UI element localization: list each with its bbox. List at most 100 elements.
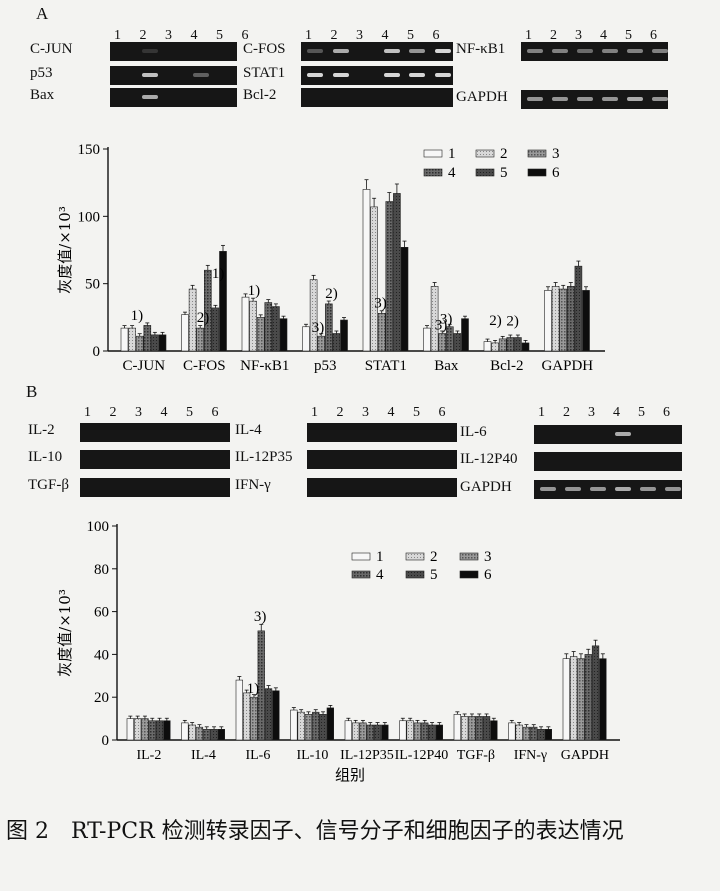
- gel-row-label: IL-10: [28, 449, 63, 465]
- y-tick-label: 0: [102, 733, 110, 749]
- gel-band: [577, 49, 593, 53]
- lane-number: 1: [525, 28, 532, 43]
- lane-number: 2: [139, 28, 147, 43]
- gel-strip: [534, 425, 682, 444]
- gel-row-label: STAT1: [243, 65, 286, 81]
- legend-label: 5: [500, 165, 508, 181]
- gel-row-label: IFN-γ: [235, 477, 271, 493]
- bar: [490, 720, 498, 741]
- bar: [515, 724, 523, 741]
- bar: [155, 720, 164, 741]
- gel-band: [141, 95, 158, 99]
- bar: [235, 679, 243, 741]
- bar: [264, 688, 273, 741]
- gel-band: [565, 487, 581, 491]
- bar: [498, 338, 507, 352]
- bar: [319, 714, 327, 741]
- lane-number: 3: [135, 405, 142, 420]
- bar: [381, 724, 389, 741]
- bar: [264, 302, 273, 352]
- lane-number: 3: [356, 28, 363, 43]
- bar: [362, 189, 371, 352]
- legend-swatch: [405, 570, 425, 579]
- significance-annotation: 3): [374, 295, 387, 311]
- significance-annotation: 2): [489, 313, 502, 329]
- legend-label: 4: [376, 567, 384, 583]
- bar: [514, 337, 522, 352]
- y-tick-label: 100: [87, 519, 110, 535]
- bar: [453, 333, 462, 352]
- legend-label: 3: [552, 146, 560, 162]
- bar: [370, 206, 378, 352]
- y-tick-label: 150: [78, 142, 101, 158]
- bar: [195, 726, 204, 741]
- bar: [453, 714, 461, 741]
- gel-band: [307, 73, 323, 77]
- x-tick-label: C-FOS: [183, 358, 226, 374]
- lane-number: 2: [330, 28, 338, 43]
- bar: [421, 722, 429, 741]
- lane-number: 4: [600, 28, 607, 43]
- bar: [249, 300, 257, 352]
- bar: [530, 726, 538, 741]
- lane-number: 1: [305, 28, 312, 43]
- gel-strip: [301, 66, 453, 85]
- gel-strip: [521, 42, 668, 61]
- gel-band: [602, 49, 618, 53]
- bar: [475, 716, 483, 741]
- bar: [143, 325, 152, 352]
- bar: [151, 334, 159, 352]
- x-tick-label: TGF-β: [457, 748, 495, 763]
- panel-a-letter: A: [36, 4, 49, 23]
- y-tick-label: 60: [94, 605, 109, 621]
- bar: [435, 724, 443, 741]
- gel-row-label: NF-κB1: [456, 41, 506, 57]
- bar: [551, 286, 560, 352]
- gel-band: [383, 49, 400, 53]
- bar: [406, 720, 414, 741]
- bar: [506, 337, 515, 352]
- gel-band: [141, 49, 158, 53]
- bar: [120, 327, 129, 352]
- gel-band: [615, 487, 631, 491]
- lane-number: 6: [211, 405, 219, 420]
- bar: [599, 658, 607, 741]
- bar: [359, 722, 367, 741]
- lane-number: 6: [241, 28, 249, 43]
- gel-band: [307, 49, 323, 53]
- gel-band: [665, 487, 681, 491]
- gel-band: [434, 49, 451, 53]
- legend-swatch: [351, 570, 371, 579]
- gel-band: [332, 49, 349, 53]
- legend-label: 5: [430, 567, 438, 583]
- lane-number: 2: [550, 28, 557, 43]
- gel-band: [552, 49, 568, 53]
- gel-row-label: IL-4: [235, 422, 262, 438]
- bar: [134, 718, 142, 741]
- lane-number: 4: [381, 28, 389, 43]
- gel-band: [409, 49, 425, 53]
- x-tick-label: GAPDH: [561, 748, 609, 763]
- legend-swatch: [405, 552, 425, 561]
- bar: [559, 288, 568, 352]
- bar: [241, 296, 250, 352]
- legend-swatch: [351, 552, 371, 561]
- bar: [377, 312, 386, 352]
- bar: [256, 317, 265, 352]
- bar: [302, 326, 310, 352]
- gel-band: [527, 97, 543, 101]
- bar: [461, 318, 469, 352]
- gel-band: [652, 49, 668, 53]
- bar: [577, 658, 585, 741]
- legend-swatch: [459, 552, 479, 561]
- bar: [309, 279, 318, 352]
- gel-row-label: GAPDH: [456, 89, 508, 105]
- gel-row-label: TGF-β: [28, 477, 69, 493]
- gel-row-label: p53: [30, 65, 53, 81]
- bar: [584, 654, 592, 741]
- lane-number: 2: [109, 405, 117, 420]
- bar: [423, 327, 431, 352]
- bar: [574, 265, 583, 352]
- bar: [522, 726, 531, 741]
- bar: [438, 333, 447, 352]
